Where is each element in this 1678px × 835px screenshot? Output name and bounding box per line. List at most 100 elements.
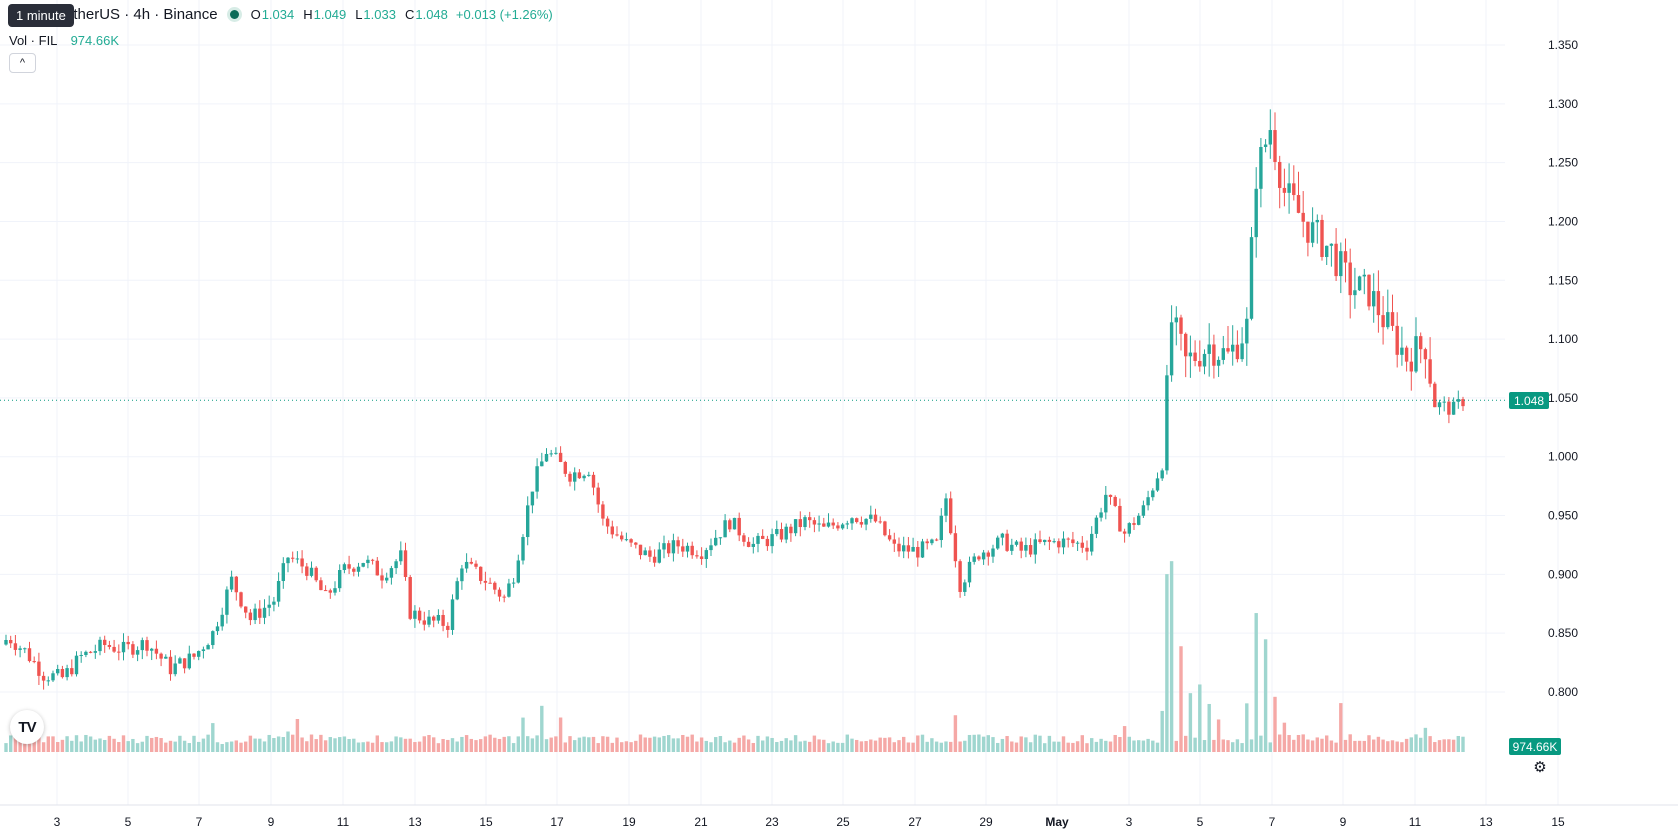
volume-bar [1024, 737, 1028, 752]
candle-body [107, 645, 112, 647]
volume-bar [1188, 693, 1193, 752]
candle-body [836, 525, 840, 529]
volume-bar [1043, 743, 1047, 752]
volume-bar [13, 736, 18, 752]
volume-legend: Vol · FIL 974.66K [9, 33, 119, 48]
candle-body [511, 582, 516, 584]
candle-body [1094, 517, 1099, 534]
volume-bar [417, 741, 422, 752]
candle-body [1301, 212, 1305, 222]
collapse-legend-button[interactable]: ^ [9, 53, 36, 73]
volume-bar [394, 736, 398, 752]
time-axis[interactable]: 3 5 7 9 11 13 15 17 19 21 23 25 27 29 May 3 5 7 9 11 13 15 [0, 804, 1678, 829]
candle-body [826, 522, 831, 527]
candle-body [9, 639, 13, 644]
candle-body [714, 537, 718, 546]
volume-bar [1292, 739, 1296, 752]
candle-body [417, 610, 422, 621]
candle-body [150, 648, 154, 651]
volume-bar [779, 740, 784, 752]
time-tick-label: 7 [196, 815, 203, 829]
volume-bar [168, 740, 173, 752]
candle-body [1329, 243, 1334, 246]
candle-body [1165, 375, 1169, 471]
volume-bar [248, 735, 253, 752]
time-tick-label: 3 [1126, 815, 1133, 829]
candle-body [991, 548, 995, 557]
volume-bar [934, 741, 939, 752]
ohlc-high-key: H [303, 7, 313, 22]
candle-body [779, 529, 784, 540]
candle-body [1090, 533, 1094, 552]
symbol-title[interactable]: etherUS · 4h · Binance [65, 6, 218, 23]
candle-body [897, 543, 901, 552]
time-tick-label: 21 [694, 815, 708, 829]
candle-body [1447, 401, 1451, 415]
time-tick-label: 15 [479, 815, 493, 829]
ohlc-low-value: 1.033 [363, 7, 396, 22]
volume-bar [624, 741, 629, 752]
volume-bar [1296, 734, 1301, 752]
candle-body [1207, 344, 1211, 354]
volume-bar [690, 734, 694, 752]
volume-bar [737, 737, 741, 752]
volume-bar [986, 735, 990, 752]
volume-bar [836, 742, 840, 752]
candle-body [338, 570, 342, 589]
candle-body [1437, 402, 1442, 408]
volume-bar [483, 736, 488, 752]
volume-legend-label[interactable]: Vol · FIL [9, 33, 57, 48]
volume-bar [873, 740, 878, 752]
volume-bar [446, 739, 450, 752]
candle-body [1024, 545, 1028, 551]
candle-body [1367, 274, 1371, 307]
candle-body [1372, 291, 1376, 307]
volume-bar [1240, 743, 1244, 752]
volume-bar [9, 735, 13, 752]
volume-bar [516, 736, 520, 752]
volume-bar [826, 743, 831, 752]
volume-bar [756, 735, 760, 752]
volume-bar [1052, 741, 1056, 752]
volume-bar [859, 741, 864, 752]
volume-bar [1263, 639, 1268, 752]
volume-bar [366, 741, 370, 752]
candle-body [366, 559, 370, 564]
volume-bar [352, 738, 356, 752]
volume-bar [1362, 740, 1366, 752]
candle-body [93, 651, 97, 653]
candle-body [840, 524, 845, 529]
volume-bar [667, 735, 671, 752]
volume-bar [1137, 740, 1141, 752]
volume-bar [620, 742, 624, 752]
candle-body [455, 581, 459, 600]
volume-bar [267, 734, 271, 752]
candle-body [1151, 490, 1155, 498]
volume-bar [361, 742, 365, 752]
volume-bar [272, 738, 276, 752]
tradingview-logo-icon[interactable]: TV [10, 710, 44, 744]
volume-bar [949, 741, 953, 752]
price-axis[interactable]: 0.800 0.850 0.900 0.950 1.000 1.050 1.100 1.150… [1548, 38, 1578, 699]
volume-bar [1066, 742, 1070, 752]
candle-body [507, 583, 511, 597]
candle-body [1263, 144, 1268, 147]
gear-icon[interactable]: ⚙ [1533, 759, 1547, 776]
volume-bar [112, 738, 116, 752]
candle-body [446, 625, 450, 630]
candle-body [803, 517, 807, 528]
candle-body [690, 545, 694, 556]
volume-bar [1202, 740, 1207, 752]
volume-bar [1306, 739, 1310, 752]
candle-body [1169, 322, 1174, 376]
candle-body [605, 518, 610, 527]
candle-body [704, 550, 708, 560]
candle-body [949, 498, 953, 534]
candle-body [770, 534, 774, 547]
volume-bar [507, 736, 511, 752]
volume-bar [1395, 741, 1399, 752]
volume-bar [977, 734, 981, 752]
volume-bar [798, 741, 802, 752]
price-tick-label: 0.800 [1548, 685, 1578, 699]
